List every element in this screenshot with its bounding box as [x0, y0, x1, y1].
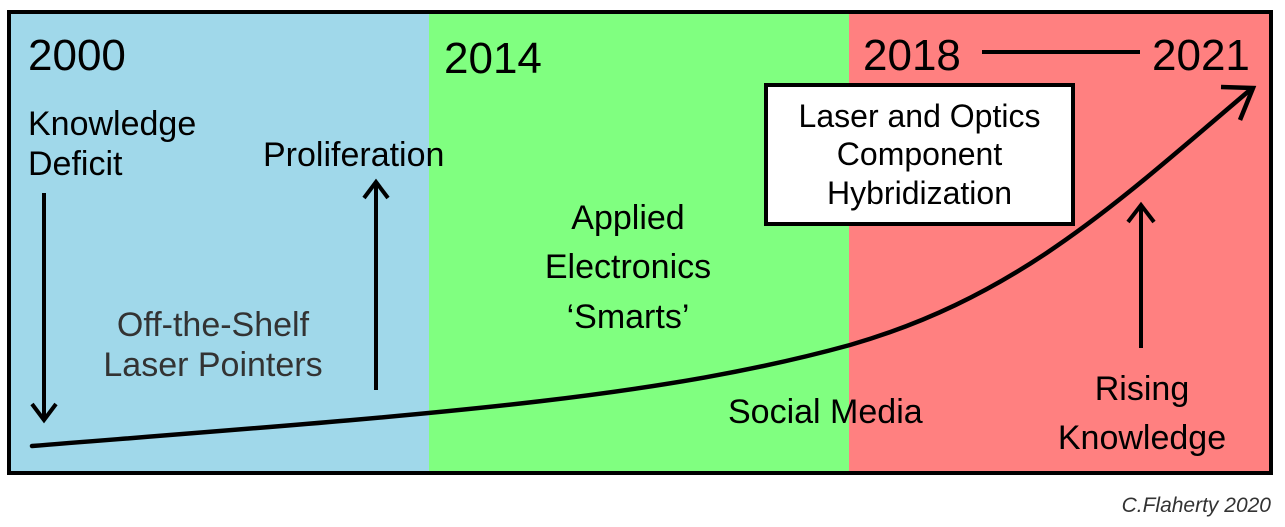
knowledge-deficit-label: Knowledge Deficit: [28, 105, 197, 184]
social-media-label: Social Media: [728, 393, 923, 431]
hybridization-box: Laser and Optics Component Hybridization: [764, 83, 1075, 226]
year-2000: 2000: [28, 31, 126, 80]
era-panel-2000: [11, 14, 429, 471]
year-2014: 2014: [444, 34, 542, 83]
year-2018: 2018: [863, 31, 961, 80]
credit-text: C.Flaherty 2020: [1121, 494, 1271, 517]
year-2021: 2021: [1152, 31, 1250, 80]
proliferation-label: Proliferation: [263, 136, 445, 174]
laser-pointers-label: Off-the-Shelf Laser Pointers: [103, 306, 323, 385]
applied-electronics-label: Applied Electronics ‘Smarts’: [544, 199, 712, 336]
rising-knowledge-label: Rising Knowledge: [1057, 370, 1227, 458]
